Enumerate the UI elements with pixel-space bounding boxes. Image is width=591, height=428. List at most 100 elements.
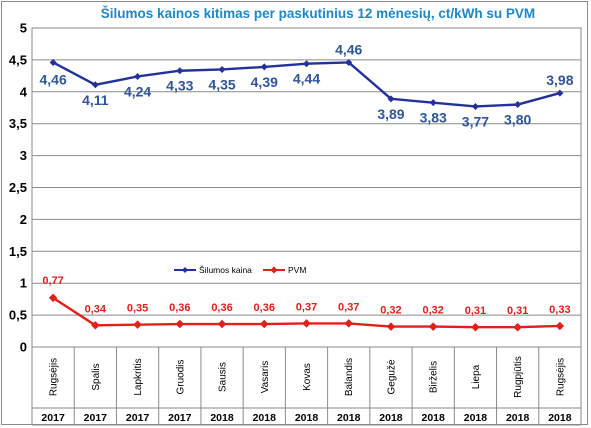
x-tick-label: Birželis bbox=[429, 361, 440, 393]
data-point bbox=[217, 319, 227, 329]
x-year-label: 2018 bbox=[337, 412, 361, 424]
series-silumos-kaina: 4,46 4,11 4,24 4,33 4,35 4,39 4,44 4,46 3,89 3,83… bbox=[39, 41, 573, 129]
data-label: 4,35 bbox=[208, 76, 235, 92]
x-tick-label: Rugsėjis bbox=[555, 358, 566, 396]
data-label: 3,80 bbox=[504, 112, 531, 128]
data-label: 0,35 bbox=[127, 303, 148, 315]
data-point bbox=[175, 319, 185, 329]
x-year-label: 2018 bbox=[464, 412, 488, 424]
data-label: 0,36 bbox=[169, 302, 190, 314]
data-label: 3,77 bbox=[462, 113, 489, 129]
data-point bbox=[471, 102, 479, 110]
y-tick-label: 3,5 bbox=[9, 116, 27, 131]
data-point bbox=[48, 293, 58, 303]
x-tick-label: Gruodis bbox=[175, 359, 186, 394]
data-label: 0,32 bbox=[380, 305, 401, 317]
data-point bbox=[176, 67, 184, 75]
data-point bbox=[91, 321, 100, 330]
x-year-label: 2018 bbox=[548, 412, 572, 424]
legend-item-pvm: PVM bbox=[263, 265, 306, 275]
data-point bbox=[133, 320, 142, 329]
x-tick-label: Vasaris bbox=[260, 361, 271, 394]
data-point bbox=[386, 322, 396, 331]
data-label: 0,36 bbox=[254, 302, 275, 314]
data-label: 0,31 bbox=[465, 305, 486, 317]
x-year-label: 2017 bbox=[126, 412, 150, 424]
y-tick-label: 4 bbox=[20, 84, 28, 99]
y-tick-label: 2,5 bbox=[9, 180, 27, 195]
data-point bbox=[556, 89, 564, 97]
data-point bbox=[134, 72, 142, 80]
x-year-label: 2017 bbox=[168, 412, 192, 424]
data-label: 0,37 bbox=[296, 301, 317, 313]
data-label: 4,46 bbox=[335, 41, 362, 57]
legend-marker bbox=[182, 267, 188, 273]
x-year-label: 2018 bbox=[295, 412, 319, 424]
legend: Šilumos kaina PVM bbox=[174, 265, 306, 275]
data-point bbox=[555, 321, 565, 331]
data-label: 3,83 bbox=[420, 110, 447, 126]
x-year-label: 2018 bbox=[422, 412, 446, 424]
data-label: 0,34 bbox=[85, 303, 107, 315]
x-tick-label: Rugsėjis bbox=[49, 358, 60, 396]
data-label: 4,46 bbox=[39, 71, 66, 87]
y-tick-label: 0 bbox=[20, 340, 27, 355]
legend-item-silumos-kaina: Šilumos kaina bbox=[174, 265, 252, 275]
legend-label: PVM bbox=[288, 265, 306, 275]
series-group: 4,46 4,11 4,24 4,33 4,35 4,39 4,44 4,46 3,89 3,83… bbox=[39, 41, 574, 332]
data-label: 0,33 bbox=[549, 304, 570, 316]
x-year-label: 2017 bbox=[41, 412, 65, 424]
y-tick-label: 3 bbox=[20, 148, 27, 163]
data-point bbox=[218, 65, 226, 73]
data-label: 4,39 bbox=[251, 74, 278, 90]
x-tick-label: Sausis bbox=[218, 362, 229, 392]
data-label: 0,31 bbox=[507, 305, 528, 317]
data-point bbox=[429, 99, 437, 107]
data-label: 0,36 bbox=[211, 302, 232, 314]
y-axis: 0 0,5 1 1,5 2 2,5 3 3,5 4 4,5 5 bbox=[9, 21, 28, 355]
x-tick-label: Spalis bbox=[91, 363, 102, 390]
data-point bbox=[344, 319, 353, 328]
y-tick-label: 0,5 bbox=[9, 308, 27, 323]
data-point bbox=[91, 81, 99, 89]
x-tick-label: Liepa bbox=[471, 364, 482, 389]
data-label: 0,77 bbox=[42, 275, 63, 287]
y-tick-label: 2 bbox=[20, 212, 27, 227]
data-point bbox=[345, 58, 353, 66]
y-tick-label: 5 bbox=[20, 21, 27, 36]
x-year-label: 2017 bbox=[84, 412, 108, 424]
data-label: 4,11 bbox=[82, 92, 109, 108]
data-label: 4,33 bbox=[166, 78, 193, 94]
legend-label: Šilumos kaina bbox=[199, 265, 252, 275]
x-tick-label: Gegužė bbox=[386, 359, 397, 394]
x-year-label: 2018 bbox=[210, 412, 234, 424]
data-point bbox=[303, 60, 310, 68]
data-point bbox=[260, 319, 269, 329]
x-year-label: 2018 bbox=[379, 412, 403, 424]
data-point bbox=[428, 322, 438, 331]
x-year-label: 2018 bbox=[506, 412, 530, 424]
data-label: 0,32 bbox=[422, 305, 443, 317]
data-label: 0,37 bbox=[338, 301, 359, 313]
chart-title: Šilumos kainos kitimas per paskutinius 1… bbox=[101, 6, 535, 21]
series-pvm: 0,77 0,34 0,35 0,36 0,36 0,36 0,37 0,37 0,32 0,32… bbox=[42, 275, 571, 332]
x-axis: Rugsėjis 2017 Spalis 2017 Lapkritis 2017 Gruod… bbox=[31, 347, 582, 426]
x-tick-label: Rugpjūtis bbox=[513, 356, 524, 398]
data-point bbox=[471, 322, 480, 332]
x-tick-label: Kovas bbox=[302, 363, 313, 391]
x-tick-label: Balandis bbox=[344, 358, 355, 396]
x-tick-label: Lapkritis bbox=[133, 358, 144, 395]
y-tick-label: 1 bbox=[20, 276, 27, 291]
grid-lines bbox=[31, 27, 582, 348]
x-year-label: 2018 bbox=[253, 412, 277, 424]
data-point bbox=[513, 322, 522, 332]
data-point bbox=[514, 101, 522, 109]
data-point bbox=[387, 95, 395, 103]
data-label: 3,98 bbox=[546, 72, 573, 88]
data-label: 4,24 bbox=[124, 83, 151, 99]
legend-marker bbox=[270, 266, 278, 274]
data-label: 3,89 bbox=[377, 106, 404, 122]
data-point bbox=[260, 63, 268, 71]
data-point bbox=[49, 58, 57, 66]
